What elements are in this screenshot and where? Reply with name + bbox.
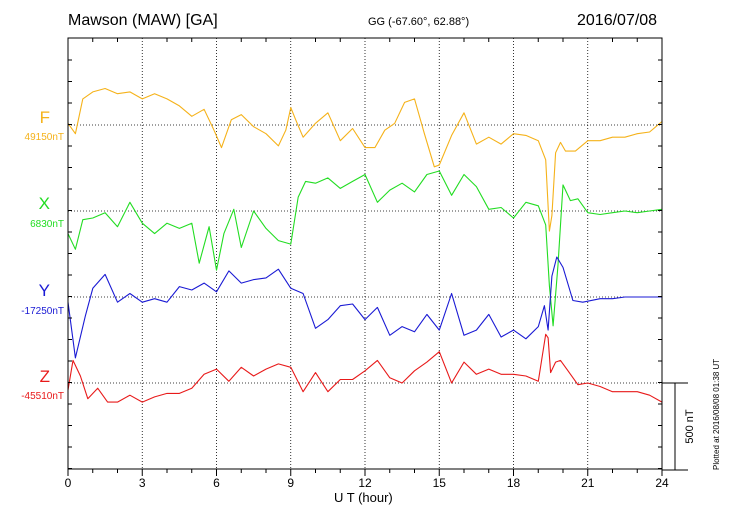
- baseline-label-x: 6830nT: [30, 219, 64, 230]
- scale-bar-label: 500 nT: [684, 409, 696, 444]
- component-label-y: Y: [38, 281, 50, 300]
- series-line-z: [67, 333, 663, 403]
- axis-layer: 0 3 6 9 12 15 18 21 24 500 nT: [65, 37, 696, 490]
- x-tick-label: 15: [433, 476, 447, 490]
- x-tick-label: 3: [139, 476, 146, 490]
- coordinates-label: GG (-67.60°, 62.88°): [368, 16, 470, 28]
- x-tick-label: 24: [655, 476, 669, 490]
- x-tick-label: 0: [65, 476, 72, 490]
- x-axis-title: U T (hour): [334, 490, 393, 505]
- x-tick-label: 9: [287, 476, 294, 490]
- x-tick-label: 21: [581, 476, 595, 490]
- station-title: Mawson (MAW) [GA]: [68, 12, 218, 29]
- x-tick-label: 18: [507, 476, 521, 490]
- series-layer: [67, 87, 663, 403]
- baseline-label-z: -45510nT: [21, 391, 64, 402]
- baseline-label-f: 49150nT: [24, 132, 64, 143]
- baseline-label-y: -17250nT: [21, 306, 64, 317]
- component-label-f: F: [39, 108, 50, 127]
- series-line-x: [67, 170, 663, 327]
- x-tick-label: 6: [213, 476, 220, 490]
- plotted-at-note: Plotted at 2016/08/08 01:38 UT: [712, 358, 721, 470]
- grid-layer: [68, 38, 662, 469]
- series-line-y: [67, 256, 662, 359]
- component-label-z: Z: [39, 367, 50, 386]
- component-label-x: X: [38, 194, 50, 213]
- series-line-f: [67, 87, 663, 232]
- x-tick-label: 12: [358, 476, 372, 490]
- date-label: 2016/07/08: [577, 12, 658, 29]
